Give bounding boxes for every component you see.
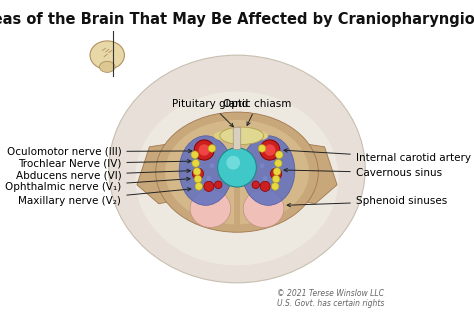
Polygon shape <box>278 141 337 204</box>
Ellipse shape <box>165 120 309 224</box>
Ellipse shape <box>109 55 365 283</box>
Circle shape <box>215 181 222 189</box>
Circle shape <box>264 144 275 156</box>
Circle shape <box>271 168 282 179</box>
Circle shape <box>192 168 203 179</box>
Circle shape <box>273 175 280 183</box>
Circle shape <box>272 167 277 172</box>
Circle shape <box>260 181 270 191</box>
Circle shape <box>203 182 208 187</box>
Circle shape <box>208 145 216 152</box>
Circle shape <box>199 144 210 156</box>
Ellipse shape <box>179 136 232 205</box>
Circle shape <box>192 160 200 167</box>
Text: Trochlear Nerve (IV): Trochlear Nerve (IV) <box>18 159 191 169</box>
Ellipse shape <box>220 127 264 145</box>
Circle shape <box>258 145 266 152</box>
Ellipse shape <box>155 112 319 232</box>
Bar <box>235 186 239 227</box>
Text: Sphenoid sinuses: Sphenoid sinuses <box>287 196 447 207</box>
Circle shape <box>191 151 199 159</box>
Circle shape <box>210 163 215 168</box>
Ellipse shape <box>90 41 125 69</box>
Text: Cavernous sinus: Cavernous sinus <box>284 168 442 178</box>
Circle shape <box>194 175 201 183</box>
Ellipse shape <box>242 136 295 205</box>
Ellipse shape <box>100 61 115 72</box>
Circle shape <box>273 168 281 175</box>
Circle shape <box>252 181 259 189</box>
Circle shape <box>206 176 211 181</box>
Circle shape <box>194 140 214 160</box>
Ellipse shape <box>246 131 268 141</box>
Circle shape <box>259 163 264 168</box>
Text: Internal carotid artery: Internal carotid artery <box>284 149 471 163</box>
Circle shape <box>260 140 280 160</box>
Ellipse shape <box>214 131 236 141</box>
Circle shape <box>272 182 279 190</box>
Circle shape <box>195 182 202 190</box>
Circle shape <box>227 156 240 170</box>
Text: Optic chiasm: Optic chiasm <box>223 99 292 125</box>
Ellipse shape <box>190 189 231 227</box>
Circle shape <box>218 148 256 187</box>
Text: Ophthalmic nerve (V₁): Ophthalmic nerve (V₁) <box>5 177 190 192</box>
Circle shape <box>266 182 271 187</box>
Ellipse shape <box>243 189 284 227</box>
Circle shape <box>204 181 214 191</box>
Circle shape <box>263 176 268 181</box>
Circle shape <box>193 168 201 175</box>
Circle shape <box>274 160 282 167</box>
FancyBboxPatch shape <box>233 127 241 149</box>
Text: Oculomotor nerve (III): Oculomotor nerve (III) <box>7 147 192 157</box>
Text: Abducens nerve (VI): Abducens nerve (VI) <box>16 169 190 180</box>
Circle shape <box>200 157 205 162</box>
Text: Areas of the Brain That May Be Affected by Craniopharyngioma: Areas of the Brain That May Be Affected … <box>0 12 474 27</box>
Circle shape <box>197 167 202 172</box>
Text: Pituitary gland: Pituitary gland <box>172 99 248 127</box>
Circle shape <box>269 157 274 162</box>
Text: © 2021 Terese Winslow LLC
U.S. Govt. has certain rights: © 2021 Terese Winslow LLC U.S. Govt. has… <box>277 289 384 308</box>
Ellipse shape <box>136 92 338 265</box>
Polygon shape <box>137 141 196 204</box>
Text: Maxillary nerve (V₂): Maxillary nerve (V₂) <box>18 188 191 206</box>
Circle shape <box>275 151 283 159</box>
